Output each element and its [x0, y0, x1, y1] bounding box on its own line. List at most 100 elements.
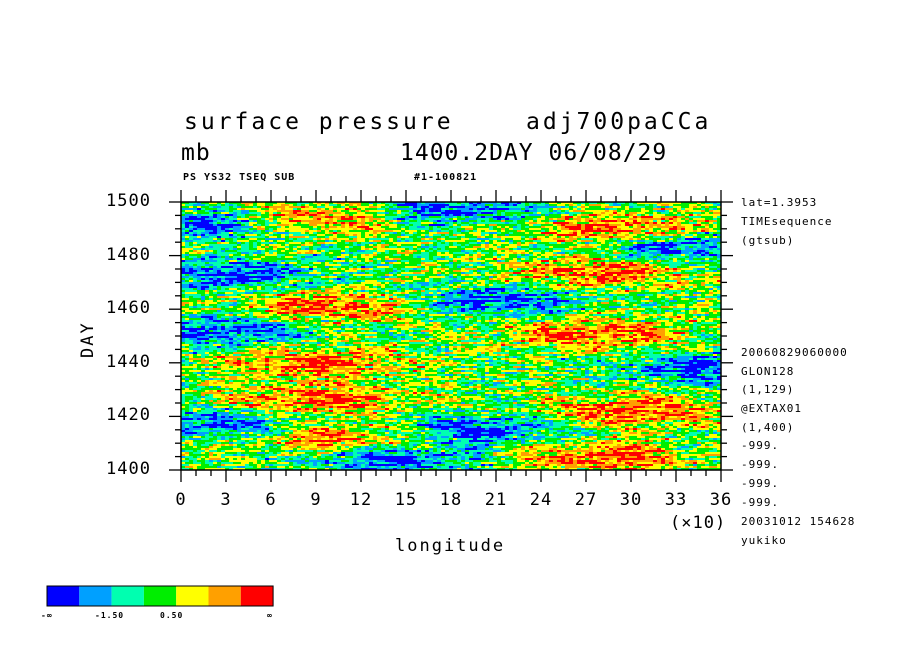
heatmap-cell: [437, 282, 441, 284]
heatmap-cell: [665, 218, 669, 220]
heatmap-cell: [665, 222, 669, 224]
heatmap-cell: [465, 254, 469, 256]
heatmap-cell: [561, 280, 565, 282]
heatmap-cell: [457, 286, 461, 288]
heatmap-cell: [565, 282, 569, 284]
heatmap-cell: [661, 250, 681, 252]
heatmap-cell: [581, 278, 585, 280]
heatmap-cell: [573, 310, 577, 312]
heatmap-cell: [605, 256, 613, 258]
heatmap-cell: [337, 210, 341, 212]
heatmap-cell: [541, 268, 545, 270]
heatmap-cell: [185, 234, 189, 236]
heatmap-cell: [433, 302, 437, 304]
heatmap-cell: [661, 310, 665, 312]
heatmap-cell: [453, 284, 457, 286]
heatmap-cell: [305, 236, 309, 238]
heatmap-cell: [441, 264, 445, 266]
heatmap-cell: [465, 272, 473, 274]
heatmap-cell: [425, 286, 433, 288]
heatmap-cell: [269, 234, 273, 236]
heatmap-cell: [689, 216, 701, 218]
heatmap-cell: [313, 278, 321, 280]
heatmap-cell: [193, 240, 213, 242]
heatmap-cell: [481, 316, 485, 318]
heatmap-cell: [665, 300, 669, 302]
heatmap-cell: [481, 230, 485, 232]
heatmap-cell: [597, 286, 605, 288]
heatmap-cell: [453, 274, 457, 276]
heatmap-cell: [489, 316, 493, 318]
heatmap-cell: [637, 274, 641, 276]
heatmap-cell: [285, 310, 293, 312]
heatmap-cell: [425, 274, 437, 276]
heatmap-cell: [525, 282, 529, 284]
heatmap-cell: [709, 254, 717, 256]
heatmap-cell: [521, 226, 525, 228]
heatmap-cell: [449, 230, 453, 232]
heatmap-cell: [633, 314, 641, 316]
heatmap-cell: [221, 286, 245, 288]
heatmap-cell: [285, 276, 313, 278]
heatmap-cell: [333, 224, 341, 226]
heatmap-cell: [489, 246, 497, 248]
heatmap-cell: [385, 204, 389, 206]
heatmap-cell: [477, 208, 485, 210]
heatmap-cell: [677, 238, 681, 240]
heatmap-cell: [389, 310, 393, 312]
heatmap-cell: [581, 204, 585, 206]
heatmap-cell: [197, 206, 201, 208]
heatmap-cell: [409, 260, 421, 262]
heatmap-cell: [333, 216, 341, 218]
heatmap-cell: [313, 218, 317, 220]
heatmap-cell: [489, 262, 497, 264]
heatmap-cell: [625, 206, 629, 208]
heatmap-cell: [285, 256, 293, 258]
heatmap-cell: [477, 266, 485, 268]
heatmap-cell: [469, 260, 473, 262]
heatmap-cell: [557, 212, 561, 214]
heatmap-cell: [289, 212, 293, 214]
x-tick-label: 27: [574, 490, 598, 510]
heatmap-cell: [377, 258, 381, 260]
heatmap-cell: [253, 288, 257, 290]
heatmap-cell: [437, 312, 453, 314]
heatmap-cell: [537, 244, 545, 246]
heatmap-cell: [545, 226, 553, 228]
heatmap-cell: [257, 294, 261, 296]
heatmap-cell: [589, 206, 601, 208]
heatmap-cell: [533, 206, 557, 208]
heatmap-cell: [217, 284, 221, 286]
heatmap-cell: [609, 246, 613, 248]
heatmap-cell: [681, 230, 685, 232]
heatmap-cell: [633, 312, 641, 314]
heatmap-cell: [185, 244, 189, 246]
heatmap-cell: [333, 288, 345, 290]
heatmap-cell: [377, 208, 385, 210]
heatmap-cell: [449, 276, 453, 278]
heatmap-cell: [369, 218, 381, 220]
heatmap-cell: [637, 224, 641, 226]
heatmap-cell: [581, 238, 593, 240]
heatmap-cell: [645, 270, 649, 272]
heatmap-cell: [373, 270, 381, 272]
heatmap-cell: [377, 306, 381, 308]
heatmap-cell: [441, 210, 445, 212]
heatmap-cell: [665, 298, 669, 300]
heatmap-cell: [549, 222, 553, 224]
heatmap-cell: [465, 246, 473, 248]
heatmap-cell: [689, 288, 693, 290]
heatmap-cell: [541, 220, 549, 222]
heatmap-cell: [273, 220, 277, 222]
heatmap-cell: [557, 296, 561, 298]
heatmap-cell: [229, 312, 233, 314]
heatmap-cell: [649, 268, 653, 270]
heatmap-cell: [669, 264, 681, 266]
heatmap-cell: [269, 230, 273, 232]
heatmap-cell: [265, 244, 269, 246]
heatmap-cell: [565, 272, 569, 274]
heatmap-cell: [233, 228, 241, 230]
heatmap-cell: [389, 262, 393, 264]
heatmap-cell: [633, 274, 637, 276]
heatmap-cell: [341, 272, 349, 274]
